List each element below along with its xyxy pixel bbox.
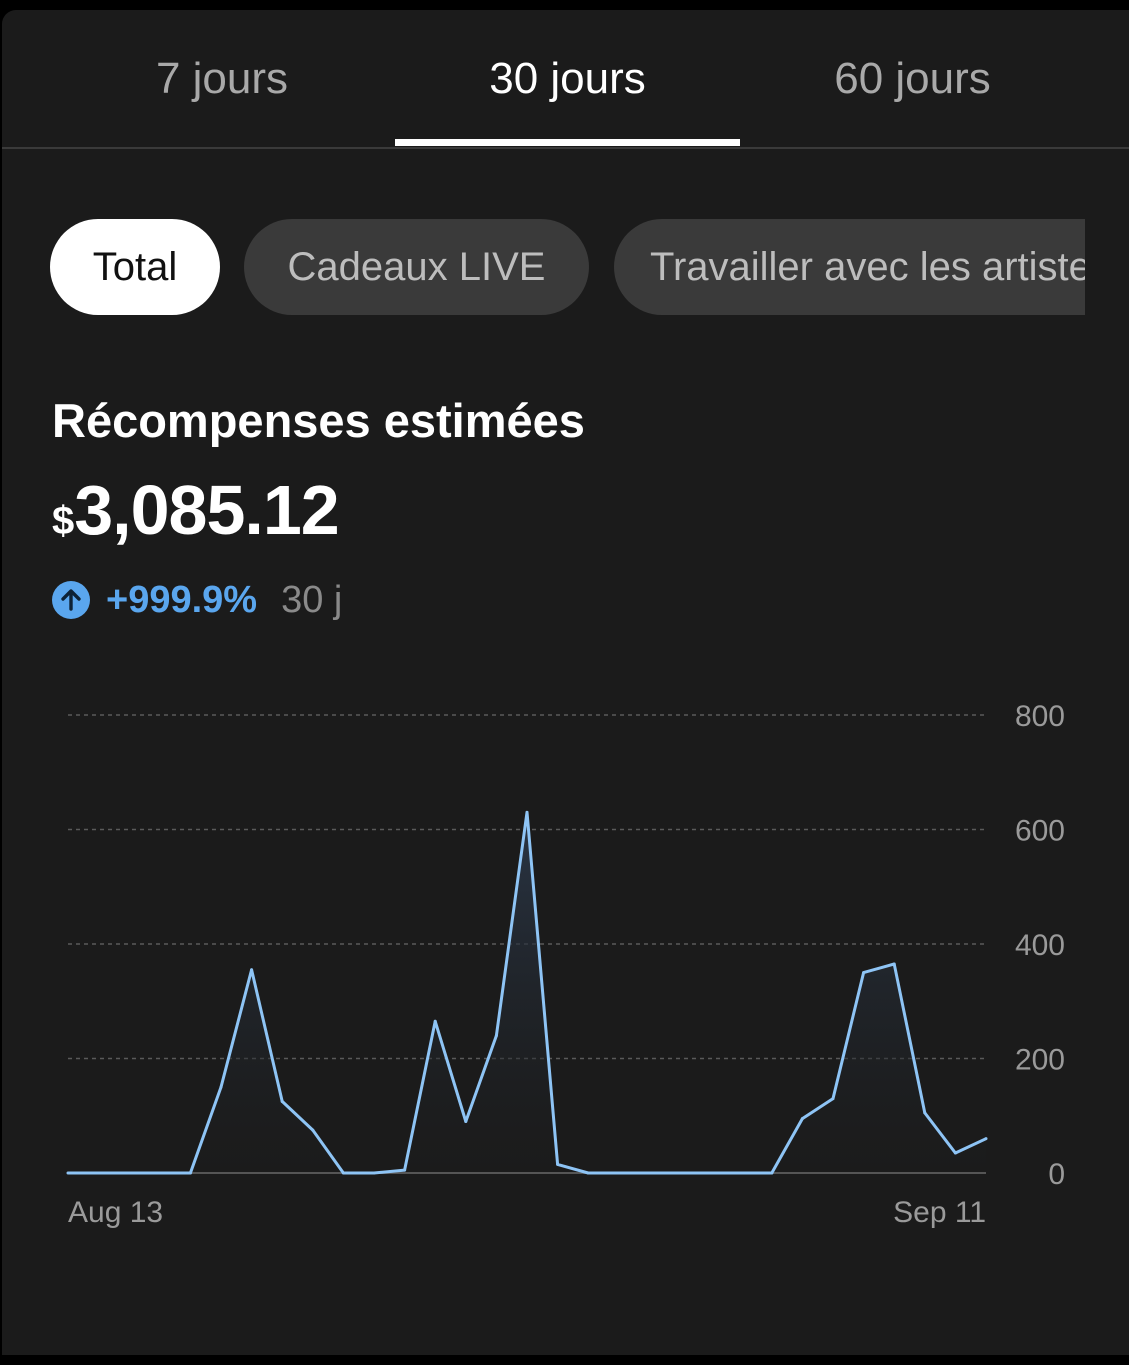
data-point	[433, 1019, 437, 1023]
amount-value: 3,085.12	[74, 471, 339, 549]
data-point	[127, 1171, 131, 1175]
tab-7-days[interactable]: 7 jours	[155, 53, 289, 103]
data-point	[678, 1171, 682, 1175]
y-tick-label: 600	[1015, 815, 1065, 848]
active-tab-indicator	[395, 139, 740, 146]
data-point	[556, 1162, 560, 1166]
data-point	[97, 1171, 101, 1175]
change-period: 30 j	[281, 578, 343, 621]
y-tick-label: 800	[1015, 700, 1065, 733]
data-point	[770, 1171, 774, 1175]
data-point	[372, 1171, 376, 1175]
data-point	[494, 1034, 498, 1038]
data-point	[188, 1171, 192, 1175]
data-point	[341, 1171, 345, 1175]
data-point	[709, 1171, 713, 1175]
data-point	[739, 1171, 743, 1175]
filter-chip-live-gifts[interactable]: Cadeaux LIVE	[244, 219, 589, 315]
tab-30-days[interactable]: 30 jours	[489, 53, 646, 103]
period-tabs: 7 jours 30 jours 60 jours	[2, 10, 1129, 149]
y-tick-label: 400	[1015, 929, 1065, 962]
x-tick-label-end: Sep 11	[893, 1196, 986, 1229]
data-point	[892, 962, 896, 966]
estimated-amount: $3,085.12	[52, 470, 340, 560]
filter-chip-work-with-artists[interactable]: Travailler avec les artistes	[614, 219, 1085, 315]
chart-area-fill	[68, 812, 986, 1173]
data-point	[525, 810, 529, 814]
data-point	[311, 1128, 315, 1132]
data-point	[831, 1097, 835, 1101]
y-tick-label: 200	[1015, 1044, 1065, 1077]
data-point	[250, 968, 254, 972]
change-percent: +999.9%	[106, 578, 258, 621]
y-tick-label: 0	[1048, 1158, 1065, 1191]
data-point	[586, 1171, 590, 1175]
data-point	[984, 1137, 988, 1141]
section-title: Récompenses estimées	[52, 394, 585, 447]
change-row: +999.9% 30 j	[52, 578, 342, 622]
data-point	[66, 1171, 70, 1175]
data-point	[617, 1171, 621, 1175]
rewards-panel: 7 jours 30 jours 60 jours Total Cadeaux …	[2, 10, 1129, 1355]
data-point	[403, 1168, 407, 1172]
data-point	[464, 1119, 468, 1123]
filter-chip-total[interactable]: Total	[50, 219, 220, 315]
currency-symbol: $	[52, 499, 75, 543]
tab-60-days[interactable]: 60 jours	[834, 53, 991, 103]
data-point	[280, 1099, 284, 1103]
data-point	[800, 1117, 804, 1121]
data-point	[953, 1151, 957, 1155]
x-tick-label-start: Aug 13	[68, 1196, 163, 1229]
data-point	[219, 1085, 223, 1089]
data-point	[647, 1171, 651, 1175]
arrow-up-circle-icon	[52, 581, 90, 619]
data-point	[862, 971, 866, 975]
data-point	[158, 1171, 162, 1175]
data-point	[923, 1111, 927, 1115]
filter-chips: Total Cadeaux LIVE Travailler avec les a…	[50, 219, 1085, 315]
rewards-chart: 800 600 400 200 0 Aug 13 Sep 11	[66, 700, 1065, 1229]
